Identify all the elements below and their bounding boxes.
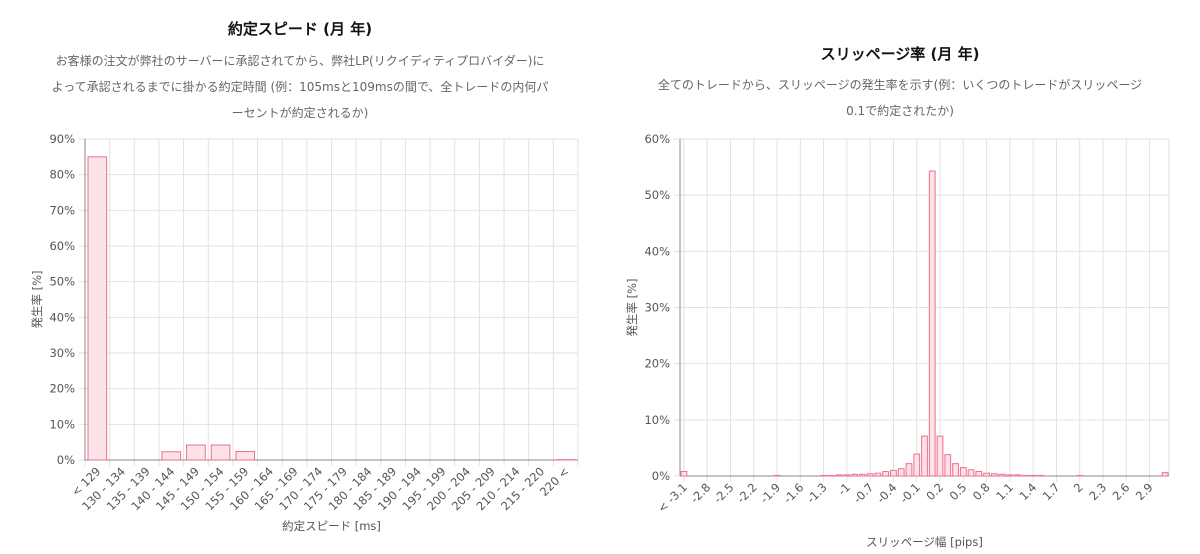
- slippage-x-tick-label: 1.1: [993, 480, 1016, 503]
- speed-y-tick-label: 90%: [49, 132, 75, 146]
- slippage-bar: [952, 463, 959, 477]
- slippage-bar: [897, 468, 905, 477]
- slippage-x-tick-label: 2.6: [1110, 480, 1133, 503]
- slippage-x-tick-label: < -3.1: [655, 480, 690, 515]
- slippage-bar: [998, 473, 1006, 477]
- slippage-bar: [874, 472, 882, 477]
- slippage-chart-panel: スリッページ率 (月 年) 全てのトレードから、スリッページの発生率を示す(例：…: [600, 0, 1200, 554]
- slippage-x-tick-label: 2.3: [1086, 480, 1109, 503]
- slippage-bar: [1014, 474, 1022, 477]
- slippage-bar: [1006, 474, 1014, 477]
- speed-chart-description-line-3: ーセントが約定されるか): [231, 106, 369, 120]
- speed-y-tick-label: 40%: [49, 310, 75, 324]
- slippage-bar: [851, 473, 859, 477]
- slippage-bar: [890, 469, 897, 477]
- slippage-x-tick-label: 1.7: [1040, 480, 1063, 503]
- slippage-chart-description-line-1: 全てのトレードから、スリッページの発生率を示す(例：いくつのトレードがスリッペー…: [657, 78, 1143, 92]
- slippage-x-tick-label: -2.5: [711, 480, 737, 506]
- speed-y-axis-title: 発生率 [%]: [30, 270, 44, 328]
- slippage-x-tick-label: -1.3: [804, 480, 830, 506]
- slippage-bar: [859, 473, 866, 477]
- speed-chart-title: 約定スピード (月 年): [227, 20, 373, 38]
- speed-y-tick-label: 0%: [57, 453, 75, 467]
- slippage-histogram: 0%10%20%30%40%50%60%< -3.1-2.8-2.5-2.2-1…: [625, 132, 1170, 549]
- slippage-x-tick-label: -2.8: [688, 480, 714, 506]
- slippage-y-tick-label: 10%: [644, 413, 670, 427]
- slippage-y-tick-label: 30%: [644, 301, 670, 315]
- slippage-bar: [882, 471, 890, 477]
- slippage-x-tick-label: 1.4: [1016, 480, 1039, 503]
- slippage-bar: [983, 472, 990, 477]
- slippage-bar: [1029, 474, 1037, 477]
- slippage-bar: [1037, 474, 1045, 477]
- slippage-bar: [959, 467, 967, 477]
- speed-bar: [235, 450, 256, 461]
- slippage-chart-description-line-2: 0.1で約定されたか): [846, 104, 954, 118]
- speed-y-tick-label: 30%: [49, 346, 75, 360]
- slippage-x-tick-label: 2: [1071, 480, 1086, 495]
- slippage-bar: [1022, 474, 1029, 477]
- speed-y-tick-label: 80%: [49, 168, 75, 182]
- slippage-x-axis-title: スリッページ幅 [pips]: [866, 535, 983, 549]
- slippage-x-tick-label: -0.1: [897, 480, 923, 506]
- slippage-y-tick-label: 60%: [644, 132, 670, 146]
- speed-y-tick-label: 60%: [49, 239, 75, 253]
- speed-chart-description-line-1: お客様の注文が弊社のサーバーに承認されてから、弊社LP(リクイディティプロバイダ…: [55, 54, 545, 68]
- slippage-bar: [866, 473, 874, 477]
- speed-bar: [87, 156, 108, 461]
- slippage-bar: [773, 474, 781, 477]
- slippage-bar: [820, 474, 827, 477]
- slippage-bar: [944, 454, 952, 477]
- slippage-x-tick-label: 0.8: [970, 480, 993, 503]
- speed-y-tick-label: 70%: [49, 203, 75, 217]
- slippage-chart-title: スリッページ率 (月 年): [820, 45, 980, 63]
- speed-bar: [186, 444, 206, 461]
- slippage-x-tick-label: -2.2: [734, 480, 760, 506]
- slippage-bar: [990, 473, 998, 477]
- slippage-x-tick-label: 0.2: [923, 480, 946, 503]
- slippage-x-tick-label: -1.6: [781, 480, 807, 506]
- slippage-y-tick-label: 40%: [644, 244, 670, 258]
- slippage-bar: [1076, 474, 1084, 477]
- slippage-bar: [835, 474, 843, 477]
- speed-bar: [161, 451, 182, 461]
- speed-y-tick-label: 10%: [49, 417, 75, 431]
- slippage-bar: [975, 471, 983, 477]
- slippage-bar: [827, 474, 835, 477]
- speed-bar: [210, 444, 231, 461]
- slippage-y-tick-label: 0%: [652, 469, 670, 483]
- slippage-y-axis-title: 発生率 [%]: [625, 278, 639, 336]
- speed-x-axis-title: 約定スピード [ms]: [282, 519, 381, 533]
- slippage-y-tick-label: 50%: [644, 188, 670, 202]
- slippage-x-tick-label: -0.4: [874, 480, 900, 506]
- slippage-x-tick-label: -1.9: [757, 480, 783, 506]
- slippage-x-tick-label: 2.9: [1133, 480, 1156, 503]
- slippage-bar: [967, 469, 975, 477]
- speed-y-tick-label: 20%: [49, 382, 75, 396]
- slippage-bar: [1161, 472, 1169, 477]
- speed-chart-description-line-2: よって承認されるまでに掛かる約定時間 (例：105msと109msの間で、全トレ…: [51, 80, 549, 94]
- slippage-bar: [905, 463, 913, 477]
- slippage-bar: [928, 170, 936, 477]
- slippage-bar: [843, 474, 851, 477]
- slippage-y-tick-label: 20%: [644, 357, 670, 371]
- slippage-bar: [680, 471, 688, 477]
- speed-chart-panel: 約定スピード (月 年) お客様の注文が弊社のサーバーに承認されてから、弊社LP…: [30, 20, 579, 533]
- slippage-x-tick-label: -0.7: [851, 480, 877, 506]
- slippage-bar: [921, 435, 928, 477]
- slippage-bar: [913, 453, 921, 477]
- slippage-bar: [936, 435, 944, 477]
- slippage-x-tick-label: 0.5: [947, 480, 970, 503]
- speed-y-tick-label: 50%: [49, 275, 75, 289]
